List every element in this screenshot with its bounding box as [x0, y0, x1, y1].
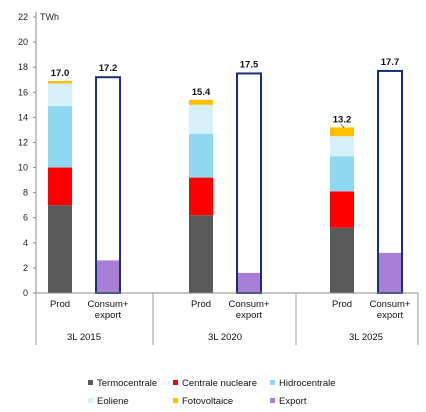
bar-segment-export [237, 272, 261, 293]
legend-swatch [270, 398, 275, 403]
bars: 17.0 17.2 15.4 17.5 13.2 17.7 [48, 57, 403, 295]
bar-consum-outline [236, 72, 262, 294]
bar-segment-fotovoltaice [48, 80, 72, 84]
bar-segment-centrale-nucleare [48, 167, 72, 206]
y-tick-label: 20 [18, 37, 28, 47]
bar-segment-hidrocentrale [189, 133, 213, 178]
legend-label: Hidrocentrale [279, 378, 336, 389]
legend-label: Termocentrale [97, 378, 157, 389]
bar-segment-export [378, 252, 402, 293]
prod-total-label: 15.4 [192, 87, 211, 98]
y-tick-label: 8 [23, 188, 28, 198]
bar-segment-eoliene [189, 104, 213, 134]
bar-segment-hidrocentrale [330, 156, 354, 192]
y-tick-label: 2 [23, 263, 28, 273]
legend-swatch [88, 380, 93, 385]
category-label-consum: Consum+ [370, 299, 411, 310]
y-tick-label: 16 [18, 87, 28, 97]
legend-swatch [88, 398, 93, 403]
y-tick-label: 6 [23, 213, 28, 223]
legend: Termocentrale Centrale nucleare Hidrocentr… [88, 378, 336, 407]
category-label-prod: Prod [191, 299, 211, 310]
y-axis: 0 2 4 6 8 10 12 14 16 18 20 22 [18, 12, 37, 298]
category-label-prod: Prod [332, 299, 352, 310]
category-label-consum: export [95, 310, 122, 321]
label-leader-line [340, 124, 345, 129]
y-tick-label: 18 [18, 62, 28, 72]
legend-swatch [173, 380, 178, 385]
consum-total-label: 17.5 [240, 59, 259, 70]
y-unit-label: TWh [40, 12, 59, 22]
y-tick-label: 14 [18, 112, 28, 122]
group-label: 3L 2025 [349, 332, 383, 343]
y-tick-label: 4 [23, 238, 28, 248]
bar-segment-export [96, 260, 120, 293]
bar-segment-fotovoltaice [189, 99, 213, 105]
category-label-consum: export [236, 310, 263, 321]
bar-segment-fotovoltaice [330, 127, 354, 137]
bar-segment-centrale-nucleare [330, 191, 354, 228]
consum-total-label: 17.2 [99, 63, 118, 74]
legend-label: Fotovoltaice [182, 396, 233, 407]
bar-segment-centrale-nucleare [189, 177, 213, 216]
y-tick-label: 0 [23, 288, 28, 298]
legend-swatch [173, 398, 178, 403]
category-label-consum: Consum+ [229, 299, 270, 310]
category-label-prod: Prod [50, 299, 70, 310]
y-tick-label: 22 [18, 12, 28, 22]
bar-segment-eoliene [330, 136, 354, 157]
bar-segment-eoliene [48, 83, 72, 107]
group-label: 3L 2020 [208, 332, 242, 343]
prod-total-label: 17.0 [51, 68, 70, 79]
legend-label: Export [279, 396, 307, 407]
bar-segment-termocentrale [330, 227, 354, 293]
category-label-consum: Consum+ [88, 299, 129, 310]
legend-label: Centrale nucleare [182, 378, 257, 389]
category-label-consum: export [377, 310, 404, 321]
y-tick-label: 12 [18, 137, 28, 147]
y-tick-label: 10 [18, 163, 28, 173]
group-label: 3L 2015 [67, 332, 101, 343]
legend-label: Eoliene [97, 396, 129, 407]
bar-segment-hidrocentrale [48, 106, 72, 168]
prod-total-label: 13.2 [333, 114, 352, 125]
consum-total-label: 17.7 [381, 57, 400, 68]
bar-segment-termocentrale [48, 205, 72, 293]
legend-swatch [270, 380, 275, 385]
bar-segment-termocentrale [189, 215, 213, 293]
